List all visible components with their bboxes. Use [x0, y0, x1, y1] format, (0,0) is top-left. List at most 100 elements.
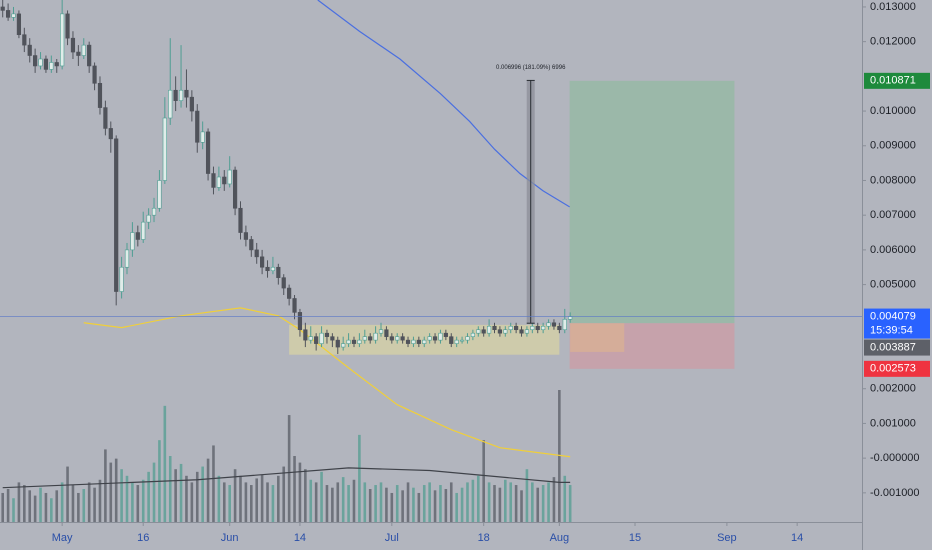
volume-bar — [304, 469, 307, 522]
candle-body — [119, 266, 124, 292]
candle-body — [260, 256, 265, 268]
volume-bar — [482, 440, 485, 522]
candle-body — [346, 339, 351, 344]
candle-body — [292, 298, 297, 313]
volume-bar — [541, 485, 545, 522]
candle-body — [389, 336, 394, 341]
volume-bar — [109, 462, 113, 522]
volume-bar — [509, 482, 513, 522]
candle-body — [400, 336, 405, 341]
candle-body — [524, 329, 530, 334]
volume-bar — [125, 475, 129, 522]
candle-body — [503, 329, 508, 334]
volume-bar — [131, 482, 134, 522]
candle-body — [454, 339, 459, 344]
volume-bar — [293, 456, 296, 522]
candle-body — [465, 336, 470, 341]
candle-body — [38, 58, 43, 67]
volume-bar — [455, 492, 458, 522]
candle-body — [535, 325, 540, 331]
candle-body — [227, 169, 232, 185]
y-tick-label: 0.006000 — [870, 244, 916, 256]
volume-bar — [212, 445, 215, 522]
volume-bar — [320, 471, 323, 522]
candle-body — [335, 339, 340, 348]
candle-body — [16, 13, 22, 36]
price-label-box — [864, 308, 930, 339]
volume-bar — [520, 490, 523, 522]
volume-bar — [228, 485, 231, 522]
candle-body — [514, 325, 519, 331]
volume-bar — [206, 458, 210, 522]
y-tick-label: 0.010000 — [870, 105, 916, 117]
x-tick-label: Jun — [221, 532, 239, 544]
volume-bar — [336, 482, 340, 522]
candle-body — [411, 339, 416, 344]
price-label: 0.002573 — [870, 363, 916, 375]
volume-bar — [28, 490, 32, 522]
candle-body — [195, 110, 200, 143]
candle-body — [200, 131, 205, 143]
candle-body — [22, 34, 27, 46]
volume-bar — [498, 487, 502, 522]
volume-bar — [412, 487, 415, 522]
candle-body — [168, 89, 173, 119]
x-tick-label: 15 — [629, 532, 641, 544]
y-tick-label: 0.008000 — [870, 174, 916, 186]
volume-bar — [395, 485, 399, 522]
volume-bar — [277, 475, 280, 522]
volume-bar — [82, 489, 86, 522]
profit-zone — [569, 80, 735, 324]
volume-bar — [374, 485, 377, 522]
candle-body — [351, 339, 357, 344]
candle-body — [60, 13, 65, 67]
volume-bar — [141, 479, 145, 522]
volume-bar — [98, 479, 102, 522]
candle-body — [238, 207, 243, 233]
candle-body — [449, 336, 454, 344]
volume-bar — [476, 475, 480, 522]
volume-bar — [244, 482, 248, 522]
moving-average-long — [317, 0, 570, 208]
candle-body — [81, 44, 86, 56]
candle-body — [265, 266, 270, 272]
candle-body — [146, 214, 151, 223]
volume-bar — [352, 479, 356, 522]
candle-body — [141, 221, 146, 240]
volume-bar — [444, 489, 448, 522]
candle-body — [427, 336, 432, 341]
x-tick-label: 14 — [791, 532, 803, 544]
candle-body — [184, 89, 189, 98]
candle-body — [314, 336, 319, 344]
candle-body — [27, 44, 32, 56]
volume-bar — [331, 487, 334, 522]
candle-body — [297, 312, 303, 331]
price-label-box — [864, 339, 930, 356]
candle-body — [189, 96, 194, 112]
volume-bar — [558, 390, 561, 522]
candle-body — [222, 176, 227, 185]
candle-body — [492, 325, 497, 331]
candle-body — [173, 89, 178, 101]
x-tick-label: Sep — [717, 532, 737, 544]
candle-body — [87, 44, 92, 67]
volume-bar — [547, 482, 550, 522]
volume-bar — [190, 482, 194, 522]
volume-bar — [401, 490, 404, 522]
y-tick-label: 0.012000 — [870, 36, 916, 48]
volume-bar — [93, 487, 96, 522]
volume-bar — [33, 495, 37, 522]
volume-bar — [12, 498, 15, 522]
volume-bar — [390, 492, 394, 522]
candle-body — [373, 332, 378, 341]
candle-body — [103, 107, 108, 129]
volume-bar — [239, 475, 242, 522]
volume-bar — [17, 482, 21, 522]
candle-body — [33, 55, 38, 67]
volume-bar — [422, 485, 426, 522]
candle-body — [486, 325, 492, 334]
volume-bar — [341, 477, 345, 522]
